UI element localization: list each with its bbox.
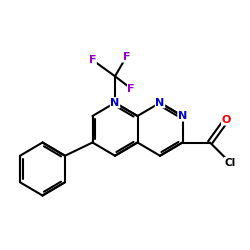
Text: Cl: Cl	[224, 158, 235, 168]
Text: F: F	[128, 84, 135, 94]
Text: F: F	[122, 52, 130, 62]
Text: O: O	[222, 115, 231, 125]
Text: N: N	[178, 111, 187, 121]
Text: F: F	[89, 55, 96, 65]
Text: N: N	[156, 98, 164, 108]
Text: N: N	[110, 98, 120, 108]
